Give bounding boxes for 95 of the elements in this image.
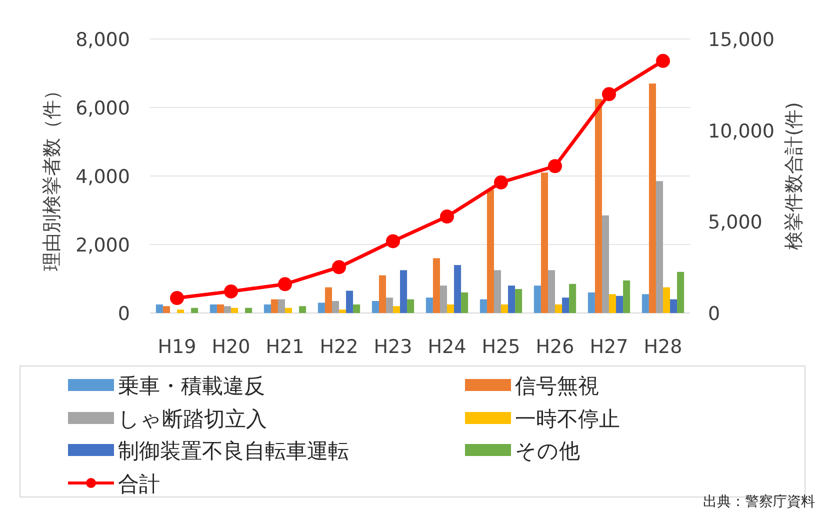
bar <box>432 258 440 313</box>
point <box>386 234 400 248</box>
y2-tick-label: 5,000 <box>708 212 762 234</box>
x-tick-label: H26 <box>536 336 574 358</box>
bar <box>454 265 462 313</box>
bar <box>663 287 670 313</box>
y-tick-label: 6,000 <box>76 98 130 120</box>
x-tick-label: H23 <box>374 336 412 358</box>
bar <box>548 270 555 313</box>
bar <box>540 172 548 313</box>
bar <box>318 302 325 313</box>
bar <box>264 304 271 313</box>
y-axis-title: 理由別検挙者数（件） <box>41 81 63 271</box>
legend-label: 合計 <box>118 472 160 496</box>
bar <box>440 286 447 313</box>
bar <box>224 306 231 313</box>
bar <box>609 294 616 313</box>
bar <box>648 84 656 313</box>
bar <box>602 215 609 313</box>
legend-label: 一時不停止 <box>515 407 620 431</box>
bar <box>426 298 433 313</box>
bar <box>231 308 238 313</box>
bar <box>480 299 487 313</box>
bar <box>501 304 508 313</box>
x-tick-label: H28 <box>644 336 682 358</box>
bar <box>407 299 414 313</box>
point <box>656 54 670 68</box>
x-tick-label: H19 <box>158 336 196 358</box>
legend-label: 制御装置不良自転車運転 <box>118 439 349 463</box>
bar <box>400 270 408 313</box>
x-tick-label: H22 <box>320 336 358 358</box>
y2-tick-label: 15,000 <box>708 29 774 51</box>
bar <box>461 292 468 313</box>
bar <box>210 304 217 313</box>
bar <box>270 299 278 313</box>
bar <box>245 308 252 313</box>
x-tick-label: H24 <box>428 336 466 358</box>
y-tick-label: 4,000 <box>76 166 130 188</box>
point <box>440 210 454 224</box>
y-tick-label: 0 <box>118 303 130 325</box>
y-tick-label: 2,000 <box>76 234 130 256</box>
point <box>494 175 508 190</box>
bar <box>447 304 454 313</box>
bar <box>216 304 224 313</box>
point <box>332 260 346 274</box>
point <box>224 284 238 298</box>
bar <box>393 306 400 313</box>
bar <box>324 287 332 313</box>
bar <box>569 284 576 313</box>
bar <box>156 304 163 313</box>
bar <box>346 290 354 313</box>
bar <box>299 306 306 313</box>
bar <box>386 298 393 313</box>
legend-label: 信号無視 <box>515 374 599 398</box>
bar <box>623 280 630 313</box>
legend-label: しゃ断踏切立入 <box>118 407 267 431</box>
bar <box>534 286 541 313</box>
bar <box>515 289 522 313</box>
bar <box>285 308 292 313</box>
y2-tick-label: 10,000 <box>708 120 774 142</box>
bar <box>372 301 379 313</box>
point <box>170 291 184 306</box>
y2-tick-label: 0 <box>708 303 720 325</box>
source-note: 出典：警察庁資料 <box>703 494 815 509</box>
bar <box>494 270 501 313</box>
bar <box>486 190 494 313</box>
y2-axis-title: 検挙件数合計(件) <box>783 102 805 250</box>
bar <box>670 299 678 313</box>
bar <box>562 298 570 313</box>
bar <box>162 306 170 313</box>
y-tick-label: 8,000 <box>76 29 130 51</box>
bar <box>677 272 684 313</box>
bar <box>353 304 360 313</box>
bar <box>555 304 562 313</box>
bar <box>642 294 649 313</box>
legend-label: その他 <box>515 439 580 463</box>
point <box>602 87 616 102</box>
x-tick-label: H21 <box>266 336 304 358</box>
bar <box>508 286 516 313</box>
x-tick-label: H27 <box>590 336 628 358</box>
bar <box>332 301 339 313</box>
bar <box>616 296 624 313</box>
x-tick-label: H20 <box>212 336 250 358</box>
legend-label: 乗車・積載違反 <box>118 374 265 398</box>
bar <box>378 275 386 313</box>
bar <box>594 98 602 313</box>
bar <box>339 310 346 313</box>
bar <box>656 181 663 313</box>
point <box>278 277 292 292</box>
point <box>548 159 562 174</box>
bar <box>278 299 285 313</box>
bar <box>191 308 198 313</box>
bar <box>588 292 595 313</box>
bar <box>177 310 184 313</box>
x-tick-label: H25 <box>482 336 520 358</box>
